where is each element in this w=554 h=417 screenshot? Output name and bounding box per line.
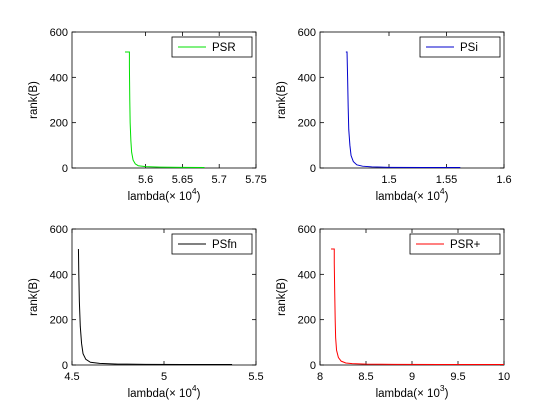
y-tick-label: 0 <box>310 360 316 372</box>
y-axis-label: rank(B) <box>28 278 40 316</box>
x-tick-label: 4.5 <box>64 371 79 383</box>
series-line-psr-plus <box>331 248 504 366</box>
legend: PSR <box>171 36 253 58</box>
x-tick-label: 1.55 <box>436 174 457 186</box>
x-tick-label: 1.5 <box>381 174 396 186</box>
y-axis-label: rank(B) <box>276 81 288 119</box>
legend-label: PSi <box>460 42 478 54</box>
series-line-psi <box>345 51 461 169</box>
y-tick-label: 0 <box>310 163 316 175</box>
x-axis-label: lambda(× 103) <box>376 383 449 400</box>
y-tick-label: 400 <box>50 269 68 281</box>
x-tick-label: 1.6 <box>496 174 511 186</box>
y-tick-label: 200 <box>50 315 68 327</box>
y-tick-label: 600 <box>50 224 68 236</box>
y-tick-label: 0 <box>62 360 68 372</box>
y-tick-label: 600 <box>298 27 316 39</box>
x-tick-label: 5 <box>161 371 167 383</box>
y-axis-label: rank(B) <box>276 278 288 316</box>
legend-box <box>171 36 253 58</box>
x-tick-label: 9.5 <box>450 371 465 383</box>
y-tick-label: 0 <box>62 163 68 175</box>
legend-label: PSR+ <box>450 239 481 251</box>
y-tick-label: 600 <box>298 224 316 236</box>
legend: PSR+ <box>409 233 501 255</box>
x-tick-label: 5.5 <box>248 371 263 383</box>
series-line-psr <box>124 51 205 169</box>
legend: PSfn <box>171 233 253 255</box>
x-tick-label: 8 <box>317 371 323 383</box>
x-tick-label: 8.5 <box>358 371 373 383</box>
x-tick-label: 10 <box>498 371 510 383</box>
subplot-psr-plus: 0 200 400 600 8 8.5 9 9.5 10 lambda(× 103) rank(B)… <box>276 224 510 400</box>
y-tick-label: 200 <box>298 118 316 130</box>
y-tick-label: 200 <box>50 118 68 130</box>
x-tick-label: 5.6 <box>138 174 153 186</box>
legend-box <box>419 36 501 58</box>
subplot-psfn: 0 200 400 600 4.5 5 5.5 lambda(× 104) rank(B) PSf… <box>28 224 264 400</box>
y-tick-label: 400 <box>298 269 316 281</box>
subplot-psi: 0 200 400 600 1.5 1.55 1.6 lambda(× 104) rank(B)… <box>276 27 512 203</box>
x-tick-label: 5.7 <box>212 174 227 186</box>
x-axis-label: lambda(× 104) <box>376 186 449 203</box>
x-tick-label: 9 <box>409 371 415 383</box>
legend: PSi <box>419 36 501 58</box>
legend-label: PSfn <box>212 239 237 251</box>
y-axis-label: rank(B) <box>28 81 40 119</box>
legend-label: PSR <box>212 42 236 54</box>
legend-box <box>409 233 501 255</box>
y-tick-label: 600 <box>50 27 68 39</box>
x-tick-label: 5.65 <box>172 174 193 186</box>
legend-box <box>171 233 253 255</box>
subplot-psr: 0 200 400 600 5.6 5.65 5.7 5.75 lambda(× 104) ran… <box>28 27 267 203</box>
y-tick-label: 200 <box>298 315 316 327</box>
y-tick-label: 400 <box>50 72 68 84</box>
x-axis-label: lambda(× 104) <box>128 383 201 400</box>
y-tick-label: 400 <box>298 72 316 84</box>
x-tick-label: 5.75 <box>245 174 266 186</box>
x-axis-label: lambda(× 104) <box>128 186 201 203</box>
series-line-psfn <box>77 248 233 366</box>
